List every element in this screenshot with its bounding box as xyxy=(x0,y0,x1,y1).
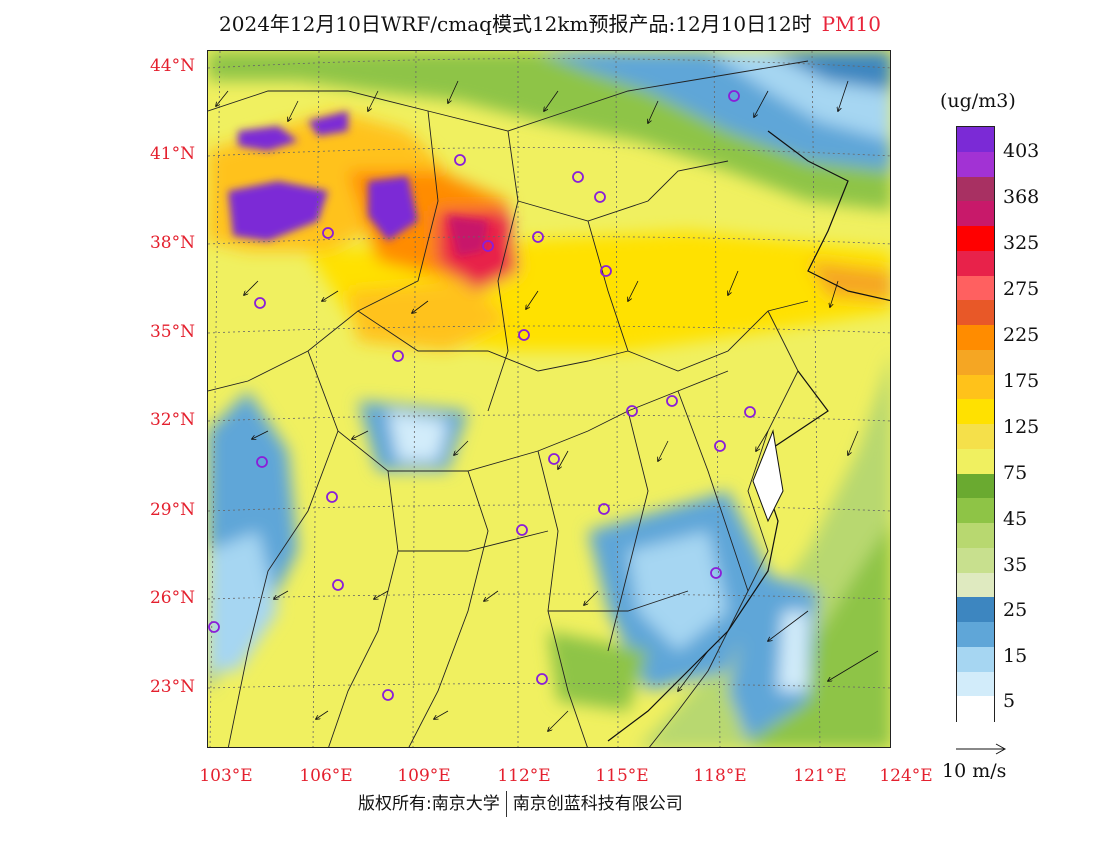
city-marker xyxy=(572,171,584,183)
city-marker xyxy=(332,579,344,591)
colorbar-label: 225 xyxy=(1003,324,1040,346)
pollution-hotspots xyxy=(228,111,488,256)
city-marker xyxy=(382,689,394,701)
city-marker xyxy=(454,154,466,166)
city-marker xyxy=(208,621,220,633)
city-marker xyxy=(626,405,638,417)
city-marker xyxy=(728,90,740,102)
colorbar-label: 15 xyxy=(1003,645,1028,667)
lat-label: 38°N xyxy=(149,233,195,253)
colorbar-swatch xyxy=(957,523,994,549)
colorbar-swatch xyxy=(957,597,994,623)
city-marker xyxy=(710,567,722,579)
colorbar-swatch xyxy=(957,275,994,301)
colorbar-label: 275 xyxy=(1003,278,1040,300)
coastline xyxy=(607,130,890,742)
colorbar-swatch xyxy=(957,201,994,227)
title-text: 2024年12月10日WRF/cmaq模式12km预报产品:12月10日12时 xyxy=(219,12,812,36)
colorbar-unit: (ug/m3) xyxy=(940,90,1016,112)
reference-vector-label: 10 m/s xyxy=(942,760,1007,782)
map-field-svg xyxy=(208,51,890,747)
lon-label: 112°E xyxy=(497,766,551,786)
city-marker xyxy=(322,227,334,239)
pm10-forecast-map xyxy=(207,50,891,748)
lon-label: 115°E xyxy=(595,766,649,786)
colorbar-swatch xyxy=(957,374,994,400)
city-marker xyxy=(598,503,610,515)
city-marker xyxy=(482,240,494,252)
colorbar-swatch xyxy=(957,424,994,450)
colorbar-swatch xyxy=(957,176,994,202)
colorbar-swatch xyxy=(957,399,994,425)
lon-label: 106°E xyxy=(299,766,353,786)
colorbar-swatch xyxy=(957,300,994,326)
colorbar-swatch xyxy=(957,349,994,375)
colorbar-label: 35 xyxy=(1003,554,1028,576)
city-marker xyxy=(714,440,726,452)
colorbar-label: 5 xyxy=(1003,690,1016,712)
lon-label: 124°E xyxy=(879,766,933,786)
colorbar-label: 75 xyxy=(1003,462,1028,484)
city-marker xyxy=(326,491,338,503)
colorbar-label: 45 xyxy=(1003,508,1028,530)
colorbar xyxy=(956,126,995,722)
colorbar-swatch xyxy=(957,127,994,153)
city-marker xyxy=(536,673,548,685)
pollutant-label: PM10 xyxy=(821,12,881,36)
colorbar-swatch xyxy=(957,151,994,177)
lat-label: 32°N xyxy=(149,410,195,430)
colorbar-label: 325 xyxy=(1003,232,1040,254)
lat-label: 26°N xyxy=(149,588,195,608)
colorbar-swatch xyxy=(957,325,994,351)
map-title: 2024年12月10日WRF/cmaq模式12km预报产品:12月10日12时 P… xyxy=(0,8,1100,37)
colorbar-swatch xyxy=(957,696,994,722)
lat-label: 23°N xyxy=(149,677,195,697)
colorbar-label: 403 xyxy=(1003,140,1040,162)
city-marker xyxy=(392,350,404,362)
graticule xyxy=(208,51,890,747)
colorbar-swatch xyxy=(957,646,994,672)
city-marker xyxy=(548,453,560,465)
city-markers xyxy=(208,90,756,701)
lon-label: 121°E xyxy=(793,766,847,786)
province-boundaries xyxy=(208,60,809,747)
colorbar-swatch xyxy=(957,547,994,573)
copyright-footer: 版权所有:南京大学 南京创蓝科技有限公司 xyxy=(358,789,683,817)
copyright-company: 南京创蓝科技有限公司 xyxy=(512,794,683,814)
colorbar-swatch xyxy=(957,498,994,524)
lat-label: 29°N xyxy=(149,500,195,520)
city-marker xyxy=(532,231,544,243)
taiwan-island xyxy=(752,429,784,523)
city-marker xyxy=(254,297,266,309)
colorbar-swatch xyxy=(957,448,994,474)
city-marker xyxy=(516,524,528,536)
colorbar-swatch xyxy=(957,473,994,499)
colorbar-swatch xyxy=(957,572,994,598)
colorbar-swatch xyxy=(957,226,994,252)
colorbar-label: 368 xyxy=(1003,186,1040,208)
reference-vector-arrow xyxy=(956,743,1007,755)
footer-divider xyxy=(505,791,507,817)
colorbar-label: 125 xyxy=(1003,416,1040,438)
city-marker xyxy=(256,456,268,468)
lon-label: 118°E xyxy=(693,766,747,786)
lat-label: 44°N xyxy=(149,56,195,76)
colorbar-swatch xyxy=(957,250,994,276)
wind-vectors xyxy=(216,80,879,731)
city-marker xyxy=(518,329,530,341)
colorbar-label: 25 xyxy=(1003,599,1028,621)
city-marker xyxy=(594,191,606,203)
lat-label: 35°N xyxy=(149,322,195,342)
lon-label: 103°E xyxy=(199,766,253,786)
city-marker xyxy=(600,265,612,277)
colorbar-label: 175 xyxy=(1003,370,1040,392)
copyright-owner: 版权所有:南京大学 xyxy=(358,794,500,814)
lat-label: 41°N xyxy=(149,144,195,164)
colorbar-swatch xyxy=(957,671,994,697)
city-marker xyxy=(666,395,678,407)
lon-label: 109°E xyxy=(397,766,451,786)
colorbar-swatch xyxy=(957,622,994,648)
city-marker xyxy=(744,406,756,418)
